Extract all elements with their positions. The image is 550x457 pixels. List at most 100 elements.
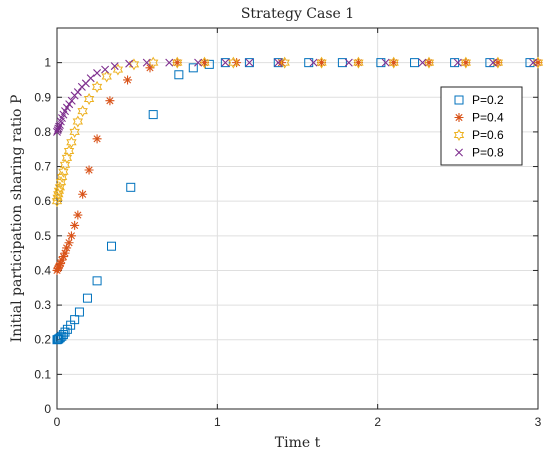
legend-entry: P=0.6 [472,128,504,142]
data-point [532,56,544,69]
data-point [60,327,70,337]
data-point [174,70,184,80]
data-point [353,58,363,68]
data-point [101,65,110,74]
data-point [353,56,364,69]
data-point [92,276,102,286]
data-point [220,58,230,68]
data-point [145,63,155,73]
data-point [70,220,80,230]
series-P=0.6 [51,56,544,208]
data-point [58,165,69,178]
legend: P=0.2 P=0.4 P=0.6 P=0.8 [440,86,523,166]
data-point [86,74,95,83]
data-point [93,69,102,78]
legend-entry: P=0.2 [472,93,504,107]
data-point [344,58,353,67]
data-point [172,58,182,68]
data-point [82,293,92,303]
data-point [274,58,283,67]
data-point [52,265,62,275]
data-point [77,105,88,118]
y-tick-label: 0.9 [34,90,51,104]
data-point [91,80,103,93]
y-axis-label: Initial participation sharing ratio P [9,95,25,343]
data-point [493,58,503,68]
legend-marker [453,129,465,141]
y-tick-label: 0.5 [34,229,51,243]
data-point [70,315,80,325]
y-tick-label: 0.3 [34,298,51,312]
data-point [62,103,71,112]
data-point [69,125,80,138]
data-point [110,62,119,71]
axes: 0 0.1 0.2 0.3 0.4 0.5 0.6 0.7 0.8 0.9 1 0 1 2 3 [34,27,542,429]
data-point [460,56,472,69]
legend-marker [454,113,464,122]
data-point [245,58,254,67]
data-point [418,58,427,67]
data-point [204,59,214,69]
data-point [172,56,183,69]
data-point [73,210,83,220]
data-point [381,58,390,67]
data-point [55,333,65,343]
data-point [66,231,76,241]
data-point [142,58,151,67]
x-axis-label: Time t [275,435,321,451]
y-tick-label: 0.1 [34,367,51,381]
data-point [529,58,538,67]
legend-marker [454,95,464,105]
chart-title: Strategy Case 1 [241,6,354,22]
data-point [221,58,230,67]
y-tick-label: 0.2 [34,333,51,347]
data-point [73,88,82,97]
legend-entry: P=0.4 [472,111,504,125]
data-point [63,144,75,157]
data-point [67,96,76,105]
data-point [83,93,95,105]
plot-area [57,28,538,409]
data-point [92,134,102,144]
data-point [148,110,158,120]
series-P=0.4 [52,58,543,275]
data-point [228,56,239,69]
data-point [316,56,327,69]
data-point [304,58,314,68]
y-tick-label: 0.6 [34,194,51,208]
data-point [165,58,174,67]
data-point [72,115,84,128]
y-tick-label: 0.8 [34,125,51,139]
x-tick-label: 1 [214,415,221,429]
data-point [105,96,115,106]
data-point [244,58,254,68]
y-tick-label: 0 [44,402,51,416]
data-point [84,165,94,175]
data-point [64,238,74,248]
data-point [123,75,133,85]
data-point [65,100,74,109]
data-point [53,264,63,274]
data-point [78,189,88,199]
legend-marker [455,148,463,157]
legend-entry: P=0.8 [472,146,504,160]
data-point [533,58,543,68]
data-point [66,136,77,149]
data-point [450,58,460,68]
data-series [51,56,544,345]
y-tick-label: 1 [44,56,51,70]
x-tick-label: 2 [374,415,381,429]
data-point [337,58,347,68]
data-point [56,259,66,269]
data-point [317,58,327,68]
data-point [125,59,134,68]
data-point [492,56,504,69]
data-point [126,182,136,192]
data-point [461,58,471,68]
data-point [101,70,112,83]
data-point [200,58,210,68]
data-point [194,58,203,67]
series-P=0.8 [53,58,538,136]
data-point [489,58,498,67]
data-point [74,307,84,317]
